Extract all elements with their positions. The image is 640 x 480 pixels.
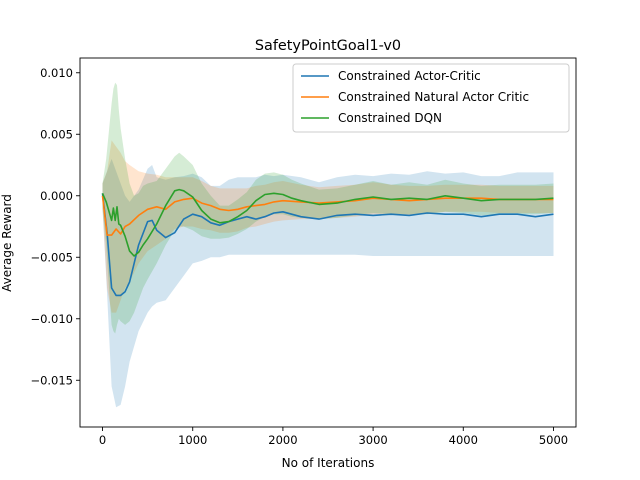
legend-label-constrained-dqn: Constrained DQN [338, 111, 442, 125]
axes: 0 1000 2000 3000 4000 5000 0.010 0.005 0.000 −0.0… [30, 57, 577, 447]
line-constrained-natural-actor-critic [101, 195, 554, 236]
x-tick-label: 4000 [449, 433, 478, 447]
band-constrained-natural-actor-critic [102, 140, 554, 313]
x-axis-label: No of Iterations [282, 456, 375, 470]
y-tick-label: −0.015 [30, 373, 73, 387]
legend-box [292, 63, 570, 133]
x-tick-label: 1000 [178, 433, 207, 447]
legend-label-constrained-natural-actor-critic: Constrained Natural Actor Critic [338, 90, 529, 104]
chart-title: SafetyPointGoal1-v0 [255, 38, 401, 54]
y-tick-label: −0.010 [30, 312, 73, 326]
y-tick-label: −0.005 [30, 250, 73, 264]
line-constrained-actor-critic [101, 193, 554, 297]
y-tick-label: 0.000 [40, 189, 73, 203]
y-axis-label: Average Reward [0, 194, 14, 292]
x-tick-label: 2000 [268, 433, 297, 447]
x-tick-label: 0 [99, 433, 106, 447]
x-tick-label: 5000 [539, 433, 568, 447]
line-constrained-dqn [101, 188, 554, 257]
series-lines [101, 188, 554, 297]
y-tick-label: 0.010 [40, 66, 73, 80]
x-tick-label: 3000 [358, 433, 387, 447]
plot-frame [79, 57, 577, 428]
band-constrained-dqn [102, 82, 554, 334]
y-tick-label: 0.005 [40, 127, 73, 141]
legend: Constrained Actor-Critic Constrained Natu… [292, 63, 570, 133]
legend-label-constrained-actor-critic: Constrained Actor-Critic [338, 69, 481, 83]
